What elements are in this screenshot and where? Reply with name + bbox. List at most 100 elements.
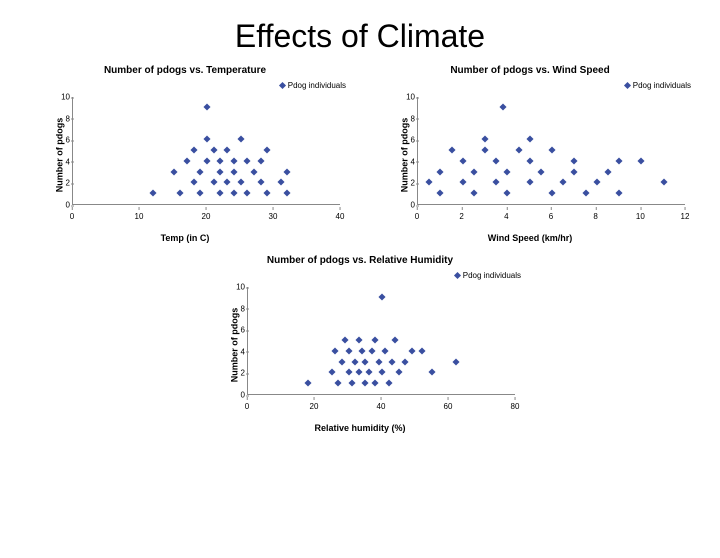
data-point: [537, 168, 544, 175]
data-point: [224, 179, 231, 186]
data-point: [230, 190, 237, 197]
chart-temp-plot: [72, 97, 340, 205]
data-point: [378, 369, 385, 376]
data-point: [335, 380, 342, 387]
data-point: [375, 358, 382, 365]
data-point: [429, 369, 436, 376]
data-point: [571, 168, 578, 175]
data-point: [217, 190, 224, 197]
data-point: [499, 103, 506, 110]
data-point: [277, 179, 284, 186]
data-point: [493, 157, 500, 164]
data-point: [437, 168, 444, 175]
ytick: 4: [399, 157, 415, 166]
data-point: [459, 179, 466, 186]
data-point: [190, 179, 197, 186]
chart-humidity-legend-label: Pdog individuals: [463, 271, 521, 280]
data-point: [230, 157, 237, 164]
xtick: 20: [310, 402, 319, 411]
xtick: 40: [377, 402, 386, 411]
xtick: 20: [202, 212, 211, 221]
xtick: 60: [444, 402, 453, 411]
xtick: 30: [269, 212, 278, 221]
diamond-icon: [624, 82, 631, 89]
data-point: [355, 369, 362, 376]
data-point: [515, 146, 522, 153]
data-point: [526, 136, 533, 143]
chart-wind-xlabel: Wind Speed (km/hr): [365, 233, 695, 243]
xtick: 4: [504, 212, 508, 221]
xtick: 0: [415, 212, 419, 221]
data-point: [190, 146, 197, 153]
data-point: [437, 190, 444, 197]
data-point: [342, 336, 349, 343]
data-point: [504, 190, 511, 197]
ytick: 10: [399, 93, 415, 102]
data-point: [217, 157, 224, 164]
chart-humidity-xlabel: Relative humidity (%): [195, 423, 525, 433]
data-point: [378, 293, 385, 300]
data-point: [237, 136, 244, 143]
chart-humidity-legend: Pdog individuals: [455, 271, 521, 280]
xtick: 0: [245, 402, 249, 411]
ytick: 0: [229, 391, 245, 400]
data-point: [328, 369, 335, 376]
data-point: [345, 369, 352, 376]
data-point: [409, 347, 416, 354]
data-point: [305, 380, 312, 387]
data-point: [217, 168, 224, 175]
xtick: 40: [336, 212, 345, 221]
ytick: 8: [399, 114, 415, 123]
data-point: [389, 358, 396, 365]
data-point: [395, 369, 402, 376]
data-point: [264, 190, 271, 197]
data-point: [345, 347, 352, 354]
ytick: 6: [54, 136, 70, 145]
data-point: [548, 146, 555, 153]
data-point: [250, 168, 257, 175]
data-point: [481, 146, 488, 153]
ytick: 4: [229, 347, 245, 356]
chart-humidity-title: Number of pdogs vs. Relative Humidity: [195, 255, 525, 266]
chart-wind-legend: Pdog individuals: [625, 81, 691, 90]
ytick: 4: [54, 157, 70, 166]
data-point: [548, 190, 555, 197]
chart-temp: Number of pdogs vs. Temperature Pdog ind…: [20, 65, 350, 245]
data-point: [170, 168, 177, 175]
data-point: [571, 157, 578, 164]
chart-wind-title: Number of pdogs vs. Wind Speed: [365, 65, 695, 76]
data-point: [362, 380, 369, 387]
data-point: [426, 179, 433, 186]
data-point: [452, 358, 459, 365]
data-point: [504, 168, 511, 175]
data-point: [244, 190, 251, 197]
data-point: [526, 179, 533, 186]
data-point: [615, 190, 622, 197]
data-point: [332, 347, 339, 354]
data-point: [638, 157, 645, 164]
data-point: [372, 380, 379, 387]
data-point: [284, 190, 291, 197]
data-point: [264, 146, 271, 153]
data-point: [470, 168, 477, 175]
ytick: 0: [399, 201, 415, 210]
data-point: [372, 336, 379, 343]
data-point: [338, 358, 345, 365]
data-point: [257, 179, 264, 186]
data-point: [470, 190, 477, 197]
data-point: [257, 157, 264, 164]
ytick: 2: [399, 179, 415, 188]
data-point: [355, 336, 362, 343]
xtick: 8: [593, 212, 597, 221]
xtick: 80: [511, 402, 520, 411]
ytick: 0: [54, 201, 70, 210]
ytick: 6: [399, 136, 415, 145]
data-point: [348, 380, 355, 387]
data-point: [362, 358, 369, 365]
data-point: [237, 179, 244, 186]
data-point: [448, 146, 455, 153]
data-point: [352, 358, 359, 365]
data-point: [593, 179, 600, 186]
data-point: [615, 157, 622, 164]
chart-wind-legend-label: Pdog individuals: [633, 81, 691, 90]
